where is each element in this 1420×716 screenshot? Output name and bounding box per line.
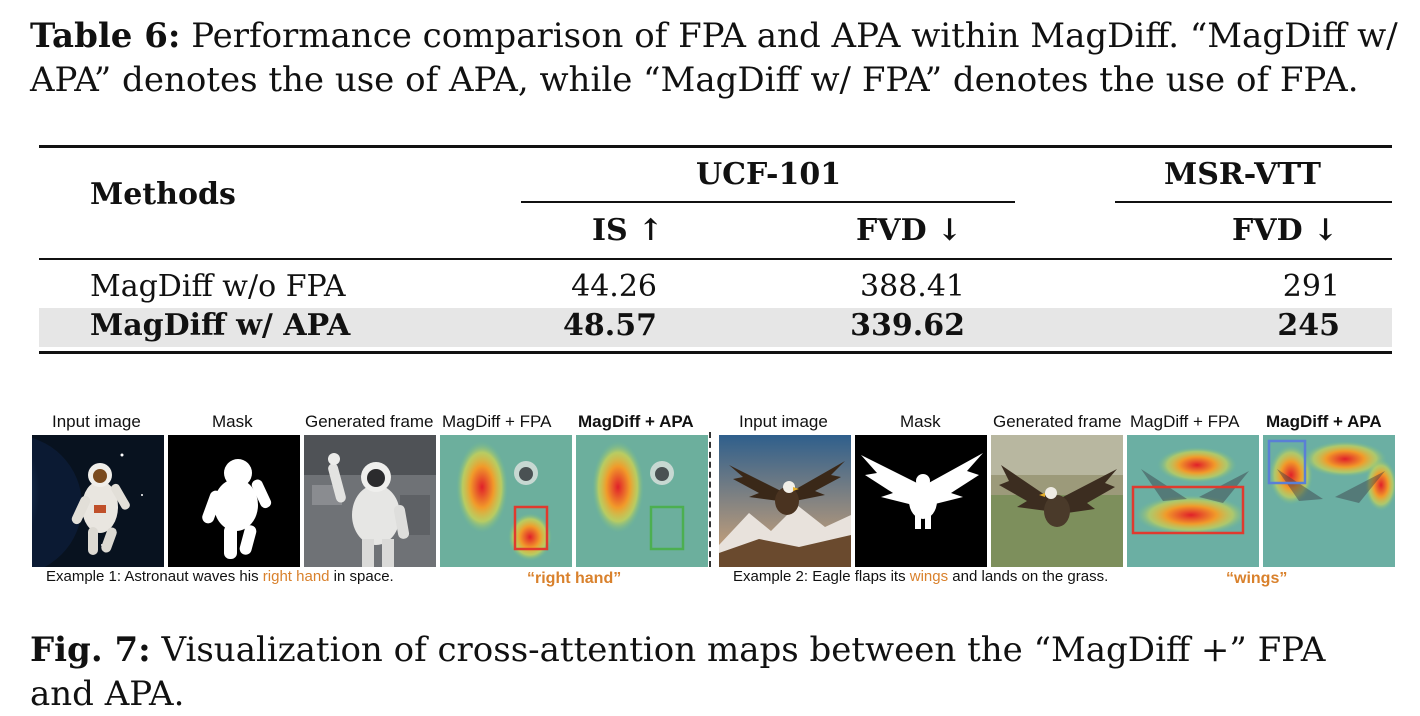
astronaut-apa-attention-map [576,435,708,567]
label-magdiff-apa: MagDiff + APA [1266,412,1382,431]
label-input-image: Input image [52,412,141,431]
example1-suffix: in space. [329,568,394,585]
row-fvd-msr: 291 [1282,269,1340,304]
label-input-image: Input image [739,412,828,431]
table-top-rule [39,145,1392,148]
apa-green-box [649,505,685,551]
label-generated-frame: Generated frame [305,412,434,431]
methods-header: Methods [90,177,236,212]
table-caption: Table 6: Performance comparison of FPA a… [30,14,1400,102]
eagle-fpa-attention-map [1127,435,1259,567]
astronaut-mask [168,435,300,567]
example2-suffix: and lands on the grass. [948,568,1109,585]
example2-highlight: wings [909,568,949,585]
label-mask: Mask [900,412,941,431]
example2-quote: “wings” [1226,570,1288,587]
attention-figure: Input image Mask Generated frame MagDiff… [0,400,1420,600]
label-mask: Mask [212,412,253,431]
fvd-msr-column-header: FVD ↓ [1232,213,1339,248]
row-is: 48.57 [563,308,657,343]
figure-caption: Fig. 7: Visualization of cross-attention… [30,628,1400,716]
apa-blue-box [1267,439,1307,485]
astronaut-input-image [32,435,164,567]
ucf-group-header: UCF-101 [696,157,842,192]
eagle-input-image [719,435,851,567]
example1-caption: Example 1: Astronaut waves his right han… [46,568,394,585]
label-magdiff-fpa: MagDiff + FPA [1130,412,1240,431]
row-fvd-ucf: 388.41 [860,269,965,304]
example1-quote: “right hand” [527,570,622,587]
results-table: Methods UCF-101 MSR-VTT IS ↑ FVD ↓ FVD ↓… [39,145,1392,355]
label-generated-frame: Generated frame [993,412,1122,431]
figure-caption-label: Fig. 7: [30,630,151,670]
example2-prefix: Example 2: Eagle flaps its [733,568,910,585]
ucf-group-rule [521,201,1015,203]
row-is: 44.26 [571,269,657,304]
table-caption-text: Performance comparison of FPA and APA wi… [30,16,1398,100]
row-method: MagDiff w/o FPA [90,269,346,304]
eagle-generated-frame [991,435,1123,567]
example1-prefix: Example 1: Astronaut waves his [46,568,263,585]
astronaut-fpa-attention-map [440,435,572,567]
msr-group-rule [1115,201,1392,203]
example2-caption: Example 2: Eagle flaps its wings and lan… [733,568,1108,585]
eagle-apa-attention-map [1263,435,1395,567]
row-method: MagDiff w/ APA [90,308,351,343]
highlight-row-bg [39,308,1392,347]
row-fvd-ucf: 339.62 [850,308,965,343]
label-magdiff-apa: MagDiff + APA [578,412,694,431]
msr-group-header: MSR-VTT [1164,157,1321,192]
table-caption-label: Table 6: [30,16,181,56]
is-column-header: IS ↑ [592,213,664,248]
fpa-red-box [1131,485,1245,535]
row-fvd-msr: 245 [1277,308,1340,343]
astronaut-generated-frame [304,435,436,567]
fpa-red-box [513,505,549,551]
figure-caption-text: Visualization of cross-attention maps be… [30,630,1326,714]
table-bottom-rule [39,351,1392,354]
example1-highlight: right hand [262,568,330,585]
fvd-ucf-column-header: FVD ↓ [856,213,963,248]
eagle-mask [855,435,987,567]
example-divider [709,432,711,567]
label-magdiff-fpa: MagDiff + FPA [442,412,552,431]
table-mid-rule [39,258,1392,260]
